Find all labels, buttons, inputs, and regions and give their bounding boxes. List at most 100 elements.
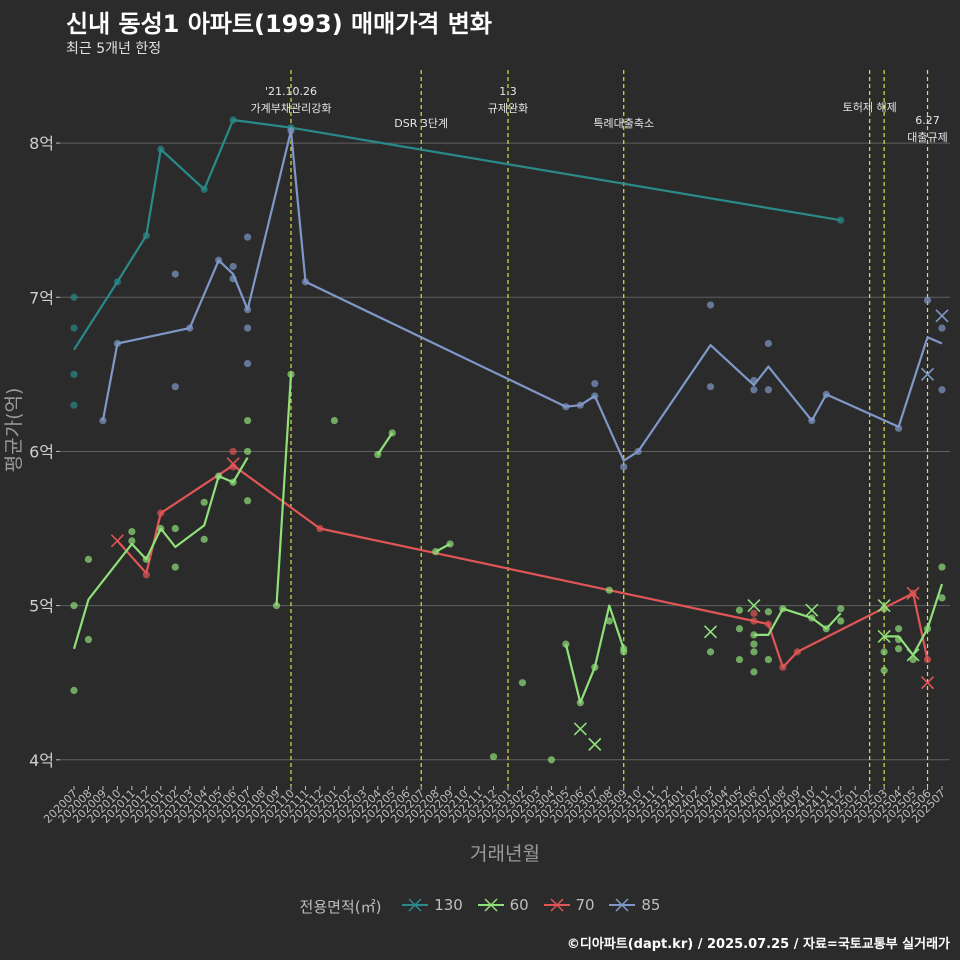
series-70-point <box>750 609 758 617</box>
series-60-cross-marker <box>906 648 920 662</box>
legend-item-85: 85 <box>609 896 660 914</box>
series-60-point <box>605 586 613 594</box>
series-70-cross-marker <box>906 586 920 600</box>
series-60-point <box>128 528 136 536</box>
series-60-cross-marker <box>588 737 602 751</box>
series-70-point <box>229 447 237 456</box>
series-60-point <box>938 563 946 571</box>
series-60-point <box>764 608 773 616</box>
series-60-cross-marker <box>877 629 891 644</box>
series-85-point <box>244 233 252 241</box>
source-caption: ©디아파트(dapt.kr) / 2025.07.25 / 자료=국토교통부 실… <box>566 937 950 952</box>
event-label: '21.10.26 <box>265 85 317 98</box>
series-85-line <box>101 129 943 462</box>
y-tick-label: 6억 <box>29 442 54 461</box>
series-85-point <box>938 386 946 394</box>
series-60-cross-marker <box>805 603 819 617</box>
series-60-point <box>330 417 338 425</box>
legend-label-70: 70 <box>575 896 595 914</box>
series-60-point <box>547 756 556 764</box>
series-130-point <box>70 370 78 378</box>
series-85-point <box>229 262 237 271</box>
event-label: 특례대출축소 <box>593 117 654 130</box>
legend-key-85 <box>609 898 636 912</box>
series-60-cross-marker <box>573 722 587 736</box>
y-axis-label: 평균가(억) <box>3 388 25 473</box>
series-130-point <box>70 293 78 301</box>
series-70-cross-marker <box>110 534 124 548</box>
series-60-point <box>750 640 758 648</box>
series-60-point <box>70 686 78 695</box>
event-label: 1.3 <box>499 85 517 98</box>
series-60-point <box>735 655 744 664</box>
series-85-point <box>620 463 628 471</box>
series-130-point <box>70 401 78 409</box>
series-130-line <box>73 118 841 351</box>
series-60-point <box>200 535 208 543</box>
series-85-point <box>764 339 773 348</box>
series-85-point <box>591 380 599 388</box>
series-60-point <box>837 617 845 625</box>
series-85-point <box>923 296 932 304</box>
series-60-point <box>895 625 903 633</box>
series-85-point <box>244 359 252 368</box>
series-85-cross-marker <box>920 367 935 381</box>
series-60-point <box>562 640 570 648</box>
y-tick-label: 4억 <box>29 751 54 770</box>
series-60-point <box>706 648 715 656</box>
chart-title: 신내 동성1 아파트(1993) 매매가격 변화 <box>66 10 492 38</box>
series-60-cross-marker <box>747 599 761 613</box>
series-70-line <box>116 464 929 669</box>
series-60-line <box>72 457 249 650</box>
event-label: DSR 3단계 <box>394 117 448 130</box>
y-tick-label: 5억 <box>29 597 54 616</box>
x-axis-label: 거래년월 <box>470 843 540 865</box>
legend-key-70 <box>543 898 570 912</box>
series-60-point <box>605 617 613 625</box>
series-60-point <box>84 555 93 563</box>
series-60-point <box>171 524 179 533</box>
legend-label-130: 130 <box>434 896 463 914</box>
series-60-point <box>70 602 78 610</box>
series-60-line-segment <box>376 432 394 456</box>
legend: 전용면적(㎡) 130 60 70 85 <box>0 896 960 917</box>
series-60-point <box>895 645 903 653</box>
series-85-point <box>750 386 758 394</box>
series-60-line-segment <box>275 374 293 606</box>
event-label: 대출규제 <box>907 131 947 144</box>
series-60-point <box>244 417 252 425</box>
series-85-point <box>171 270 179 278</box>
series-85-point <box>764 386 773 394</box>
series-60-point <box>272 602 281 610</box>
series-85-point <box>706 383 715 391</box>
series-60-cross-marker <box>877 599 891 613</box>
series-60-line-segment <box>435 542 451 553</box>
legend-item-60: 60 <box>477 896 529 914</box>
legend-item-130: 130 <box>402 896 463 914</box>
event-label: 규제완화 <box>488 102 528 115</box>
series-60-line-segment <box>753 607 842 636</box>
series-60-point <box>171 563 179 571</box>
series-60-point <box>244 447 252 456</box>
legend-item-70: 70 <box>543 896 595 914</box>
legend-key-60 <box>477 898 504 912</box>
series-85-cross-marker <box>935 309 949 323</box>
series-70-point <box>142 571 150 579</box>
series-60-point <box>837 605 845 613</box>
series-130-point <box>837 216 845 224</box>
series-60-point <box>938 594 946 602</box>
y-tick-label: 7억 <box>29 288 54 307</box>
series-70-cross-marker <box>920 676 935 690</box>
series-70-cross-marker <box>226 457 240 471</box>
series-85-point <box>244 324 252 332</box>
legend-label-85: 85 <box>641 896 661 914</box>
event-label: 가계부채관리강화 <box>251 102 332 115</box>
series-60-point <box>750 668 758 676</box>
series-60-point <box>880 648 888 656</box>
series-60-point <box>244 497 252 505</box>
series-130-point <box>70 324 78 332</box>
chart-subtitle: 최근 5개년 한정 <box>66 41 162 57</box>
series-60-point <box>287 370 295 378</box>
series-85-point <box>706 301 715 309</box>
